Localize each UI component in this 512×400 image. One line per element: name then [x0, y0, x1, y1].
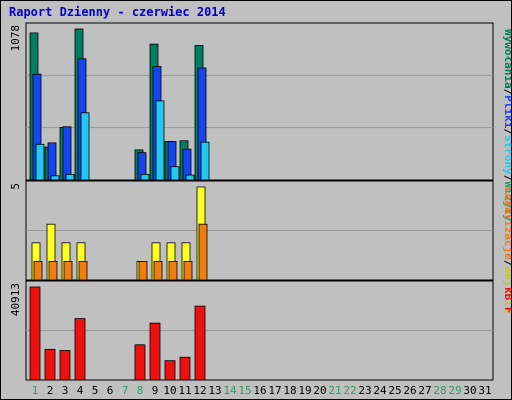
legend-entry: /: [502, 128, 511, 135]
legend-entry: /: [502, 260, 511, 267]
bar-lokalizacje: [138, 260, 148, 281]
x-tick-label: 13: [208, 384, 221, 397]
legend: kB F: [502, 287, 511, 314]
legend-entry: kB F: [502, 287, 511, 314]
bar-strony: [155, 100, 165, 181]
legend-entry: Wejścia: [502, 266, 511, 312]
panel-3: 40913 kB F: [9, 280, 511, 381]
legend-entry: Wizyty: [502, 181, 511, 221]
bar-pliki: [62, 126, 72, 181]
x-tick-label: 7: [122, 384, 129, 397]
x-tick-label: 11: [178, 384, 191, 397]
bar-lokalizacje: [63, 260, 73, 281]
x-tick-label: 8: [137, 384, 144, 397]
bar-kb: [164, 360, 176, 381]
bar-strony: [65, 173, 75, 181]
x-tick-label: 21: [328, 384, 341, 397]
bar-strony: [200, 141, 210, 181]
bar-lokalizacje: [168, 260, 178, 281]
bar-kb: [44, 348, 56, 381]
x-tick-label: 25: [388, 384, 401, 397]
bar-kb: [194, 305, 206, 381]
x-tick-label: 3: [62, 384, 69, 397]
x-tick-label: 17: [268, 384, 281, 397]
x-tick-label: 19: [298, 384, 311, 397]
x-tick-label: 6: [107, 384, 114, 397]
y-max-label: 1078: [9, 25, 22, 52]
x-tick-label: 15: [238, 384, 251, 397]
legend-entry: Pliki: [502, 95, 511, 128]
bar-kb: [59, 350, 71, 381]
bar-lokalizacje: [33, 260, 43, 281]
bar-kb: [29, 286, 41, 381]
bar-strony: [185, 174, 195, 181]
x-tick-label: 22: [343, 384, 356, 397]
bar-lokalizacje: [48, 260, 58, 281]
x-tick-label: 1: [32, 384, 39, 397]
bar-kb: [149, 322, 161, 381]
x-tick-label: 10: [163, 384, 176, 397]
chart-title: Raport Dzienny - czerwiec 2014: [9, 5, 226, 19]
plot-area: [25, 22, 494, 181]
x-tick-label: 28: [433, 384, 446, 397]
panel-2: 5 Lokalizacje/Wejścia: [9, 180, 511, 313]
legend-entry: Strony: [502, 135, 511, 175]
legend-entry: /: [502, 89, 511, 96]
bar-kb: [179, 356, 191, 381]
x-tick-label: 27: [418, 384, 431, 397]
legend-entry: Wywołania: [502, 29, 511, 89]
y-max-label: 5: [9, 183, 22, 190]
bar-strony: [50, 175, 60, 181]
bar-strony: [170, 166, 180, 181]
x-tick-label: 2: [47, 384, 54, 397]
x-tick-label: 31: [478, 384, 491, 397]
bar-strony: [140, 173, 150, 181]
bar-strony: [80, 112, 90, 181]
x-tick-label: 29: [448, 384, 461, 397]
legend-entry: /: [502, 175, 511, 182]
legend: Lokalizacje/Wejścia: [502, 187, 511, 313]
x-tick-label: 26: [403, 384, 416, 397]
bar-strony: [35, 143, 45, 181]
x-tick-label: 20: [313, 384, 326, 397]
bar-lokalizacje: [183, 260, 193, 281]
bar-lokalizacje: [198, 223, 208, 281]
x-tick-label: 23: [358, 384, 371, 397]
y-max-label: 40913: [9, 283, 22, 316]
x-tick-label: 12: [193, 384, 206, 397]
bar-lokalizacje: [153, 260, 163, 281]
x-tick-label: 14: [223, 384, 237, 397]
bar-kb: [134, 344, 146, 381]
x-tick-label: 5: [92, 384, 99, 397]
x-tick-label: 18: [283, 384, 296, 397]
legend-entry: Lokalizacje: [502, 187, 511, 260]
x-tick-label: 9: [152, 384, 159, 397]
bar-lokalizacje: [78, 260, 88, 281]
x-tick-label: 16: [253, 384, 266, 397]
x-tick-label: 24: [373, 384, 387, 397]
x-tick-label: 4: [77, 384, 84, 397]
legend: Wywołania/Pliki/Strony/Wizyty: [502, 29, 511, 221]
bar-kb: [74, 318, 86, 381]
bar-pliki: [47, 142, 57, 181]
x-tick-label: 30: [463, 384, 476, 397]
